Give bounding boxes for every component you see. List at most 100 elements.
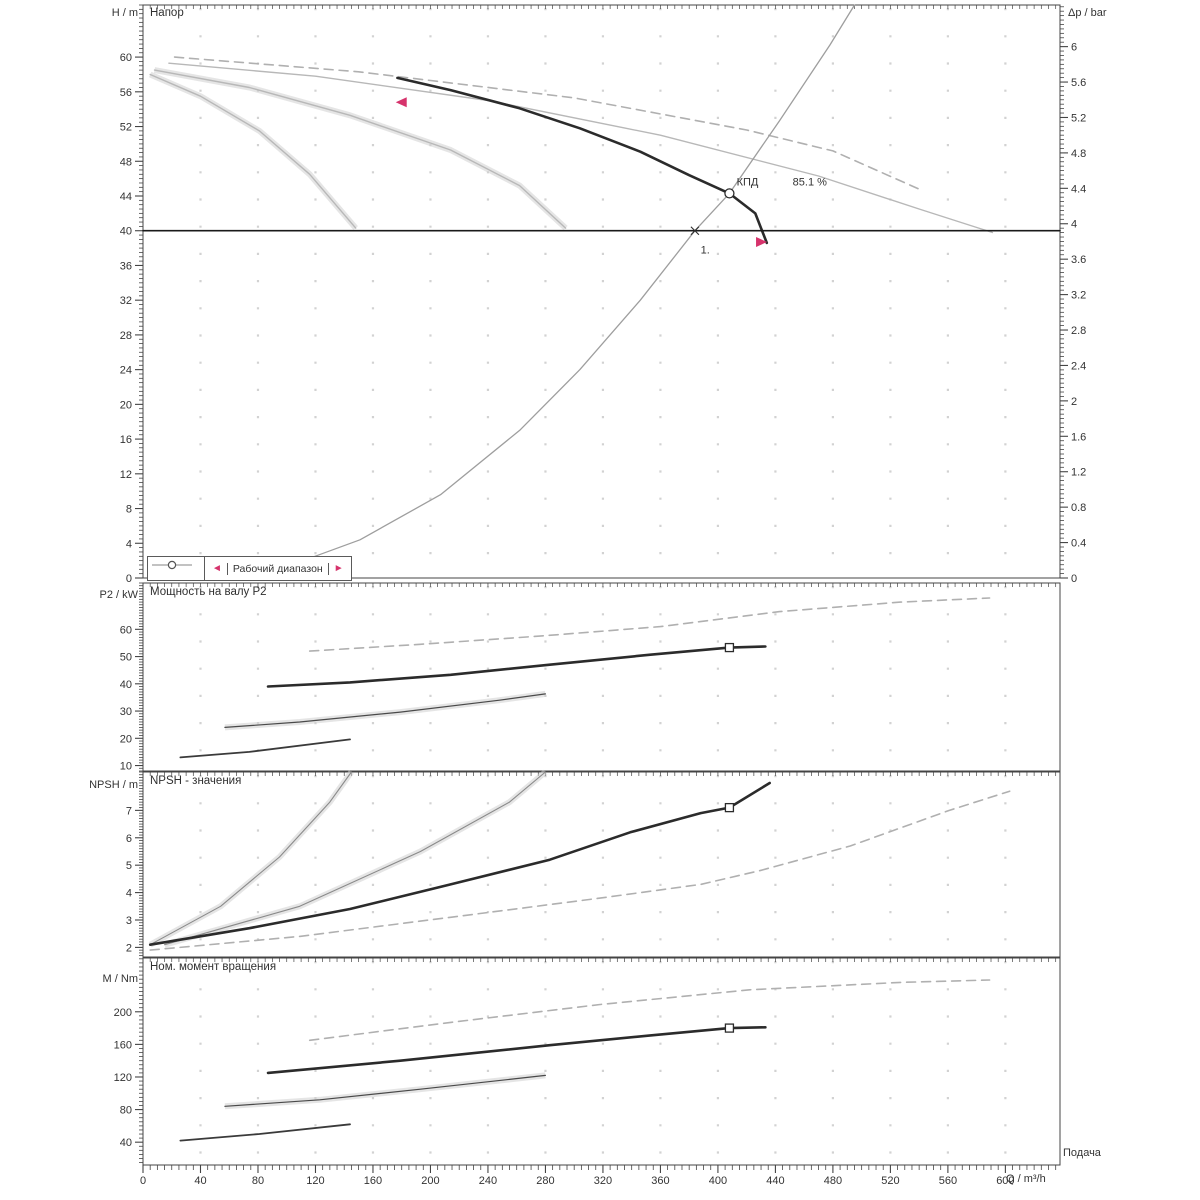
npsh-y-tick-label: 7 (126, 805, 132, 817)
head-y2-tick-label: 3.6 (1071, 254, 1086, 266)
head-y-tick-label: 44 (120, 191, 132, 203)
pump-curve-small-2-halo (153, 67, 568, 231)
x-tick-label: 40 (194, 1175, 206, 1187)
x-tick-label: 480 (824, 1175, 842, 1187)
npsh-y-axis-label: NPSH / m (89, 779, 138, 791)
pump-curve-small-2 (153, 69, 567, 229)
head-y-tick-label: 20 (120, 399, 132, 411)
npsh-y-tick-label: 4 (126, 888, 132, 900)
head-y2-tick-label: 5.6 (1071, 77, 1086, 89)
torque-y-tick-label: 160 (114, 1039, 132, 1051)
head-y2-tick-label: 2 (1071, 396, 1077, 408)
working-range-legend: ◄ Рабочий диапазон ► (147, 556, 352, 581)
head-y-tick-label: 12 (120, 469, 132, 481)
torque-y-axis-label: M / Nm (102, 973, 138, 985)
head-y2-tick-label: 0.8 (1071, 502, 1086, 514)
head-y-tick-label: 52 (120, 122, 132, 134)
duty-curve-legend-symbol (148, 557, 205, 580)
head-y-tick-label: 36 (120, 260, 132, 272)
range-bar-right (327, 562, 329, 575)
npsh-curve-selected (148, 781, 772, 947)
head-y2-tick-label: 0.4 (1071, 538, 1086, 550)
x-axis-flow-label: Подача (1063, 1147, 1101, 1159)
torque-panel-border (142, 957, 1061, 1166)
torque-curve-max-dashed (308, 979, 991, 1042)
pump-curve-small-1-halo (149, 71, 358, 231)
power-y-tick-label: 20 (120, 733, 132, 745)
torque-y-tick-label: 80 (120, 1105, 132, 1117)
x-tick-label: 560 (939, 1175, 957, 1187)
torque-y-tick-label: 200 (114, 1007, 132, 1019)
selected-point-marker (724, 802, 735, 813)
chart-annotation: КПД (737, 177, 759, 189)
head-y2-tick-label: 6 (1071, 42, 1077, 54)
torque-y-tick-label: 120 (114, 1072, 132, 1084)
range-arrow-right-icon: ► (333, 562, 344, 574)
head-y-tick-label: 24 (120, 365, 132, 377)
power-y-tick-label: 60 (120, 624, 132, 636)
head-y-tick-label: 56 (120, 87, 132, 99)
torque-y-tick-label: 40 (120, 1137, 132, 1149)
head-y-axis-label: H / m (111, 7, 138, 19)
x-tick-label: 360 (651, 1175, 669, 1187)
head-y-tick-label: 8 (126, 504, 132, 516)
head-y2-tick-label: 2.4 (1071, 360, 1086, 372)
x-tick-label: 120 (306, 1175, 324, 1187)
head-y2-tick-label: 1.2 (1071, 467, 1086, 479)
head-y-tick-label: 28 (120, 330, 132, 342)
npsh-steep-1 (149, 771, 352, 946)
x-tick-label: 0 (140, 1175, 146, 1187)
pump-curve-selected (396, 76, 769, 245)
pump-curve-full (168, 62, 994, 234)
torque-curve-2-halo (224, 1072, 546, 1110)
head-y2-axis-label: Δp / bar (1068, 7, 1107, 19)
head-y2-tick-label: 0 (1071, 573, 1077, 585)
torque-chart-title: Ном. момент вращения (150, 961, 277, 973)
working-range-min-arrow (395, 97, 407, 108)
line-with-circle-icon (152, 560, 192, 570)
head-y-tick-label: 4 (126, 538, 132, 550)
x-tick-label: 600 (996, 1175, 1014, 1187)
npsh-y-tick-label: 2 (126, 942, 132, 954)
head-y2-tick-label: 1.6 (1071, 431, 1086, 443)
power-curve-selected (266, 645, 767, 688)
selected-point-marker (724, 642, 735, 653)
head-y2-tick-label: 3.2 (1071, 290, 1086, 302)
power-panel-border (142, 582, 1061, 772)
working-range-label: Рабочий диапазон (232, 562, 323, 575)
x-tick-label: 400 (709, 1175, 727, 1187)
operating-point-marker (724, 188, 735, 199)
head-y2-tick-label: 4.8 (1071, 148, 1086, 160)
npsh-y-tick-label: 5 (126, 860, 132, 872)
head-y-tick-label: 16 (120, 434, 132, 446)
head-y-tick-label: 48 (120, 156, 132, 168)
head-y-tick-label: 32 (120, 295, 132, 307)
range-arrow-left-icon: ◄ (212, 562, 222, 574)
power-y-tick-label: 40 (120, 679, 132, 691)
power-chart-title: Мощность на валу P2 (150, 586, 267, 598)
x-tick-label: 320 (594, 1175, 612, 1187)
efficiency-curve (278, 4, 856, 570)
pump-curve-small-1 (149, 73, 357, 229)
npsh-chart-title: NPSH - значения (150, 775, 242, 787)
x-tick-label: 280 (536, 1175, 554, 1187)
x-axis-unit-label: Q / m³/h (1006, 1173, 1046, 1185)
head-y2-tick-label: 4.4 (1071, 183, 1086, 195)
power-y-tick-label: 50 (120, 652, 132, 664)
power-y-axis-label: P2 / kW (99, 589, 138, 601)
power-curve-2 (224, 693, 547, 729)
power-curve-max-dashed (308, 597, 991, 652)
x-tick-label: 160 (364, 1175, 382, 1187)
power-y-tick-label: 10 (120, 761, 132, 773)
torque-curve-2 (224, 1074, 547, 1107)
head-y2-tick-label: 5.2 (1071, 112, 1086, 124)
working-range-legend-item: ◄ Рабочий диапазон ► (205, 562, 351, 575)
torque-curve-1 (179, 1123, 351, 1142)
head-y-tick-label: 0 (126, 573, 132, 585)
selected-point-marker (724, 1023, 735, 1033)
head-y2-tick-label: 2.8 (1071, 325, 1086, 337)
torque-curve-selected (266, 1026, 767, 1075)
npsh-panel-border (142, 771, 1061, 958)
x-tick-label: 440 (766, 1175, 784, 1187)
